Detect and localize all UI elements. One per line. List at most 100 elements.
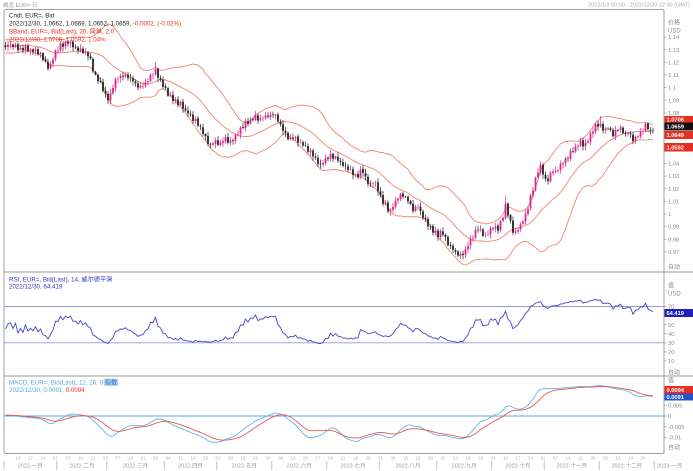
svg-text:10: 10	[15, 456, 21, 461]
svg-text:23: 23	[253, 456, 259, 461]
svg-text:0.97: 0.97	[668, 250, 679, 256]
svg-text:2022-十二月: 2022-十二月	[612, 462, 643, 470]
svg-text:1.14: 1.14	[668, 35, 680, 41]
svg-text:70: 70	[668, 305, 674, 311]
svg-text:0.99: 0.99	[668, 225, 679, 231]
svg-text:08: 08	[390, 456, 396, 461]
svg-text:0: 0	[668, 414, 671, 420]
svg-text:27: 27	[315, 456, 321, 461]
svg-text:值: 值	[668, 377, 674, 385]
svg-text:24: 24	[40, 456, 46, 461]
svg-text:0.005: 0.005	[668, 403, 683, 409]
svg-text:25: 25	[365, 456, 371, 461]
svg-text:16: 16	[240, 456, 246, 461]
svg-text:31: 31	[53, 456, 59, 461]
svg-text:1.01: 1.01	[668, 200, 679, 206]
svg-text:1.0706: 1.0706	[667, 118, 684, 124]
svg-text:2022-四月: 2022-四月	[178, 463, 203, 470]
svg-text:自动: 自动	[668, 369, 680, 377]
svg-text:24: 24	[528, 456, 534, 461]
svg-text:1.03: 1.03	[668, 174, 679, 180]
svg-text:0.0091: 0.0091	[667, 395, 684, 401]
svg-text:12: 12	[453, 456, 459, 461]
svg-text:2022/12/30, 1.0662, 1.0669, 1.: 2022/12/30, 1.0662, 1.0669, 1.0652, 1.06…	[9, 21, 181, 28]
svg-text:02: 02	[215, 456, 221, 461]
svg-text:07: 07	[115, 456, 121, 461]
svg-text:Cndl, EUR=, Bid: Cndl, EUR=, Bid	[9, 13, 55, 20]
svg-text:21: 21	[578, 456, 584, 461]
svg-text:26: 26	[478, 456, 484, 461]
svg-text:28: 28	[153, 456, 159, 461]
svg-text:2022/12/30, 64.419: 2022/12/30, 64.419	[9, 284, 63, 291]
svg-text:自动: 自动	[668, 263, 680, 271]
svg-text:17: 17	[515, 456, 521, 461]
svg-text:2023-一月: 2023-一月	[657, 463, 682, 470]
svg-text:2022-六月: 2022-六月	[287, 462, 312, 470]
svg-text:1.13: 1.13	[668, 48, 679, 54]
svg-text:1.02: 1.02	[668, 187, 679, 193]
svg-text:05: 05	[440, 456, 446, 461]
svg-text:04: 04	[328, 456, 334, 461]
svg-text:07: 07	[553, 456, 559, 461]
svg-text:19: 19	[465, 456, 471, 461]
svg-text:21: 21	[90, 456, 96, 461]
svg-text:1.0659: 1.0659	[667, 125, 684, 131]
svg-text:10: 10	[668, 359, 674, 365]
svg-text:28: 28	[103, 456, 109, 461]
svg-text:15: 15	[403, 456, 409, 461]
svg-text:1.11: 1.11	[668, 73, 679, 79]
svg-text:2022/1/3 00:00 - 2022/12/30 22: 2022/1/3 00:00 - 2022/12/30 22:00 (GMT)	[588, 3, 690, 9]
svg-text:04: 04	[165, 456, 171, 461]
svg-text:26: 26	[640, 456, 646, 461]
svg-text:1.08: 1.08	[668, 111, 679, 117]
svg-text:17: 17	[28, 456, 34, 461]
svg-text:1.04: 1.04	[668, 162, 680, 168]
svg-text:概览 EUR= 日: 概览 EUR= 日	[3, 1, 37, 9]
svg-text:11: 11	[341, 456, 346, 461]
svg-text:14: 14	[78, 456, 84, 461]
svg-text:-0.01: -0.01	[668, 436, 681, 442]
svg-text:1.0649: 1.0649	[667, 133, 684, 139]
svg-text:14: 14	[128, 456, 134, 461]
svg-text:06: 06	[278, 456, 284, 461]
svg-text:18: 18	[190, 456, 196, 461]
svg-text:05: 05	[603, 456, 609, 461]
svg-text:1.0592: 1.0592	[667, 145, 684, 151]
svg-text:2022-十月: 2022-十月	[505, 462, 530, 470]
svg-text:0.98: 0.98	[668, 237, 679, 243]
svg-text:2022-二月: 2022-二月	[69, 463, 94, 470]
svg-text:30: 30	[668, 341, 674, 347]
svg-text:01: 01	[378, 456, 384, 461]
svg-text:19: 19	[628, 456, 634, 461]
svg-text:10: 10	[503, 456, 509, 461]
svg-text:USD: USD	[668, 29, 681, 35]
svg-text:指数: 指数	[105, 379, 118, 387]
svg-text:29: 29	[428, 456, 434, 461]
svg-text:13: 13	[290, 456, 296, 461]
svg-text:40: 40	[668, 332, 674, 338]
svg-text:2022-八月: 2022-八月	[395, 463, 420, 470]
svg-text:BBand, EUR=, Bid(Last), 20, 简单: BBand, EUR=, Bid(Last), 20, 简单, 2.0	[9, 28, 115, 36]
svg-text:1.12: 1.12	[668, 60, 679, 66]
svg-text:18: 18	[353, 456, 359, 461]
svg-text:20: 20	[668, 350, 674, 356]
svg-text:2022-三月: 2022-三月	[123, 463, 148, 470]
svg-text:2022/12/30, 1.0706, 1.0592, 1.: 2022/12/30, 1.0706, 1.0592, 1.04%	[9, 37, 106, 44]
svg-text:USD: USD	[668, 292, 681, 298]
svg-text:07: 07	[65, 456, 71, 461]
svg-text:11: 11	[178, 456, 183, 461]
svg-text:12: 12	[615, 456, 621, 461]
svg-text:14: 14	[565, 456, 571, 461]
svg-text:1: 1	[668, 212, 671, 218]
svg-text:2022-一月: 2022-一月	[18, 463, 43, 470]
svg-text:25: 25	[203, 456, 209, 461]
svg-text:RSI, EUR=, Bid(Last), 14, 威尔德平: RSI, EUR=, Bid(Last), 14, 威尔德平滑	[9, 276, 112, 284]
svg-text:1.09: 1.09	[668, 98, 679, 104]
svg-text:MACD, EUR=, Bid(Last), 12, 26,: MACD, EUR=, Bid(Last), 12, 26, 9,	[9, 380, 105, 387]
svg-text:03: 03	[490, 456, 496, 461]
svg-text:2022-五月: 2022-五月	[232, 463, 257, 470]
svg-text:2022-十一月: 2022-十一月	[557, 462, 588, 470]
svg-text:1.1: 1.1	[668, 86, 676, 92]
svg-text:2022-九月: 2022-九月	[452, 462, 477, 470]
svg-text:09: 09	[228, 456, 234, 461]
